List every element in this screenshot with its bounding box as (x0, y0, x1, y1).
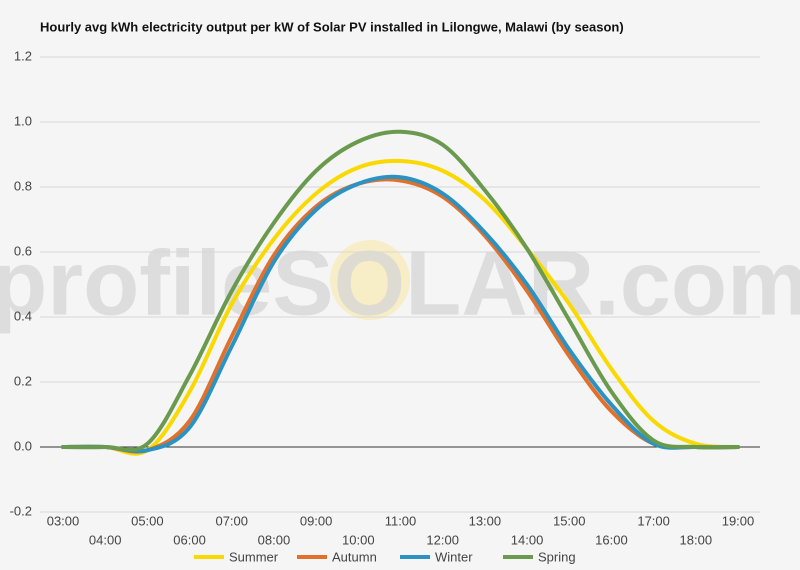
x-tick-label: 04:00 (89, 532, 122, 547)
y-tick-label: 1.2 (14, 48, 32, 63)
x-tick-label: 17:00 (637, 513, 670, 528)
x-tick-label: 16:00 (595, 532, 628, 547)
series-line (61, 129, 740, 452)
x-tick-label: 06:00 (173, 532, 206, 547)
y-tick-label: 1.0 (14, 113, 32, 128)
x-tick-label: 10:00 (342, 532, 375, 547)
y-tick-label: 0.2 (14, 373, 32, 388)
legend-label: Winter (435, 549, 473, 564)
series-line (61, 158, 740, 456)
chart-title: Hourly avg kWh electricity output per kW… (40, 19, 624, 34)
legend-label: Autumn (332, 549, 377, 564)
y-tick-label: 0.6 (14, 243, 32, 258)
x-tick-label: 14:00 (511, 532, 544, 547)
series-line (61, 177, 740, 454)
x-tick-label: 09:00 (300, 513, 333, 528)
x-tick-label: 19:00 (722, 513, 755, 528)
x-tick-label: 07:00 (215, 513, 248, 528)
legend-label: Spring (538, 549, 576, 564)
x-tick-label: 18:00 (680, 532, 713, 547)
watermark-sun (330, 240, 410, 320)
x-tick-label: 13:00 (469, 513, 502, 528)
legend-label: Summer (229, 549, 279, 564)
y-tick-label: 0.0 (14, 438, 32, 453)
y-tick-label: -0.2 (10, 503, 32, 518)
x-tick-label: 05:00 (131, 513, 164, 528)
x-tick-label: 03:00 (47, 513, 80, 528)
x-tick-label: 08:00 (258, 532, 291, 547)
x-tick-label: 12:00 (426, 532, 459, 547)
series-line (61, 174, 740, 454)
x-tick-label: 15:00 (553, 513, 586, 528)
watermark: profileSOLAR.com (0, 232, 800, 334)
x-tick-label: 11:00 (385, 513, 417, 528)
y-tick-label: 0.4 (14, 308, 32, 323)
y-tick-label: 0.8 (14, 178, 32, 193)
